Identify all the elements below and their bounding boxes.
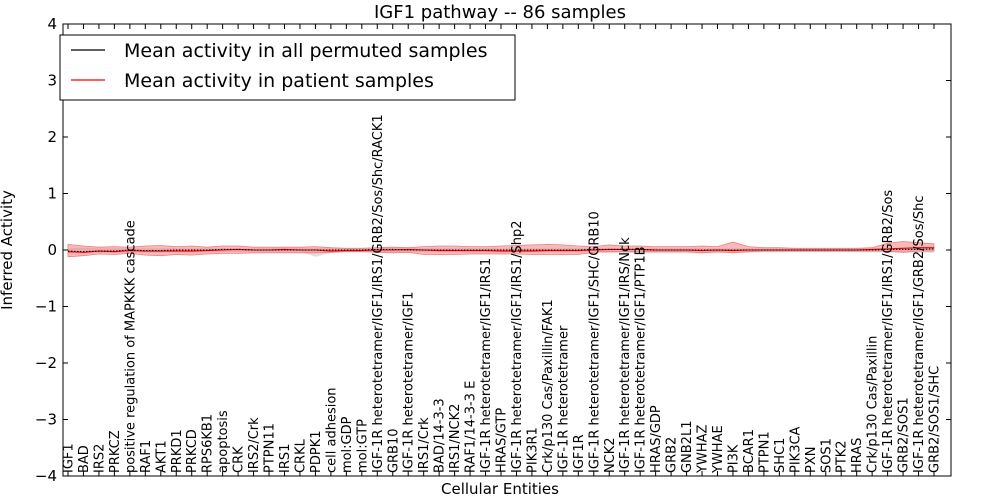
x-tick-label: IRS1 — [278, 444, 293, 473]
legend-label-patient: Mean activity in patient samples — [124, 70, 434, 92]
x-tick-label: GRB10 — [386, 428, 401, 473]
x-tick-label: RAF1/14-3-3 E — [464, 381, 479, 473]
x-tick-label: IGF-1R heterotetramer/IGF1 — [402, 292, 417, 473]
x-tick-label: RPS6KB1 — [201, 414, 216, 473]
x-tick-label: PRKD1 — [170, 429, 185, 473]
y-tick-label: 3 — [47, 72, 57, 90]
x-tick-label: mol:GTP — [355, 419, 370, 473]
x-tick-label: PTPN11 — [263, 423, 278, 473]
x-tick-label: PIK3CA — [788, 426, 803, 473]
x-tick-label: NCK2 — [603, 437, 618, 473]
x-tick-label: GRB2 — [665, 437, 680, 473]
x-tick-label: mol:GDP — [340, 416, 355, 473]
mean-lines — [67, 247, 935, 253]
y-tick-label: 2 — [47, 128, 57, 146]
x-tick-label: PDPK1 — [309, 430, 324, 473]
x-tick-label: PTPN1 — [757, 431, 772, 473]
y-tick-label: 4 — [47, 15, 57, 33]
series-line-permuted — [67, 248, 935, 253]
x-tick-label: HRAS/GDP — [649, 405, 664, 473]
x-tick-label: HRAS/GTP — [495, 408, 510, 473]
x-tick-label: BAD/14-3-3 — [433, 398, 448, 473]
x-tick-label: IGF-1R heterotetramer/IGF1/SHC/GRB10 — [587, 211, 602, 473]
x-tick-label: PIK3R1 — [525, 427, 540, 473]
x-tick-label: PTK2 — [835, 440, 850, 473]
x-tick-label: SHC1 — [773, 438, 788, 473]
x-tick-label: IGF-1R heterotetramer — [556, 325, 571, 473]
x-tick-label: RAF1 — [139, 440, 154, 473]
x-tick-label: GRB2/SOS1/SHC — [928, 366, 943, 473]
x-tick-label: IRS2/Crk — [247, 417, 262, 473]
tick-labels: −4 −3 −2 −1 0 1 2 3 4 IGF1 BAD IRS2 PRKCZ positive re… — [35, 15, 943, 485]
x-tick-label: Crk/p130 Cas/Paxillin/FAK1 — [541, 299, 556, 473]
x-tick-label: positive regulation of MAPKKK cascade — [123, 220, 138, 473]
band-patient — [67, 241, 935, 258]
x-tick-label: IRS1/NCK2 — [448, 404, 463, 473]
legend: Mean activity in all permuted samples Me… — [59, 34, 516, 101]
x-tick-label: IGF-1R heterotetramer/IGF1/IRS1/Shp2 — [510, 220, 525, 473]
x-tick-label: YWHAE — [711, 425, 726, 474]
y-tick-label: −3 — [35, 411, 57, 429]
x-tick-label: IGF-1R heterotetramer/IGF1/IRS/Nck — [618, 237, 633, 473]
x-tick-label: CRK — [232, 446, 247, 473]
x-tick-label: IGF-1R heterotetramer/IGF1/PTP1B — [634, 246, 649, 473]
x-tick-label: IGF1R — [572, 434, 587, 473]
x-tick-label: IGF-1R heterotetramer/IGF1/IRS1/GRB2/Sos… — [371, 114, 386, 473]
y-tick-label: 1 — [47, 185, 57, 203]
x-tick-label: BAD — [77, 445, 92, 473]
x-tick-label: SOS1 — [819, 438, 834, 473]
x-tick-label: IGF-1R heterotetramer/IGF1/IRS1 — [479, 258, 494, 473]
x-axis-label: Cellular Entities — [441, 480, 559, 498]
plot-frame — [62, 23, 952, 477]
x-tick-label: apoptosis — [216, 410, 231, 473]
x-tick-label: YWHAZ — [696, 425, 711, 474]
x-tick-label: CRKL — [294, 438, 309, 473]
y-tick-label: −4 — [35, 467, 57, 485]
x-tick-label: GRB2/SOS1 — [897, 397, 912, 473]
x-tick-label: cell adhesion — [324, 387, 339, 473]
y-tick-label: −2 — [35, 354, 57, 372]
x-tick-label: AKT1 — [154, 440, 169, 473]
x-tick-label: IRS1/Crk — [417, 417, 432, 473]
legend-box — [59, 34, 516, 101]
x-tick-label: IGF-1R heterotetramer/IGF1/GRB2/Sos/Shc — [912, 195, 927, 472]
series-line-patient — [67, 247, 934, 253]
x-tick-label: IGF1 — [62, 443, 77, 473]
x-tick-label: Crk/p130 Cas/Paxillin — [866, 336, 881, 473]
x-tick-label: IRS2 — [92, 444, 107, 473]
x-tick-label: PI3K — [727, 444, 742, 473]
x-tick-label: PRKCD — [185, 429, 200, 473]
x-tick-label: PXN — [804, 447, 819, 473]
x-tick-label: PRKCZ — [108, 430, 123, 473]
y-axis-label: Inferred Activity — [0, 190, 16, 310]
x-tick-label: HRAS — [850, 438, 865, 473]
legend-label-permuted: Mean activity in all permuted samples — [124, 40, 487, 62]
x-tick-label: BCAR1 — [742, 429, 757, 473]
x-tick-label: GNB2L1 — [680, 421, 695, 474]
axes — [63, 23, 951, 477]
chart-title: IGF1 pathway -- 86 samples — [374, 2, 626, 23]
x-tick-label: IGF-1R heterotetramer/IGF1/IRS1/GRB2/Sos — [881, 190, 896, 473]
y-tick-label: −1 — [35, 298, 57, 316]
y-tick-label: 0 — [47, 241, 57, 259]
